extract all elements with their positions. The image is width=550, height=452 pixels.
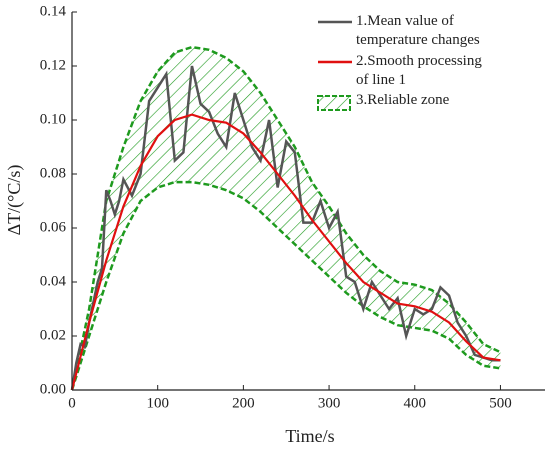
- x-tick-label: 100: [146, 395, 169, 411]
- plot-area: [70, 45, 501, 391]
- legend-label: 3.Reliable zone: [356, 92, 450, 108]
- y-axis-label: ΔT/(°C/s): [4, 165, 25, 236]
- y-tick-label: 0.08: [40, 165, 66, 181]
- y-tick-label: 0.00: [40, 381, 66, 397]
- legend-text: 1.Mean value of temperature changes: [356, 13, 480, 48]
- y-tick-label: 0.14: [40, 3, 67, 19]
- legend-swatch: [317, 95, 351, 111]
- x-tick-label: 300: [318, 395, 341, 411]
- band-lower: [70, 180, 501, 391]
- x-axis-label: Time/s: [285, 426, 334, 446]
- x-tick-label: 200: [232, 395, 255, 411]
- series-line: [70, 113, 501, 391]
- y-tick-label: 0.12: [40, 57, 66, 73]
- y-tick-label: 0.04: [40, 273, 67, 289]
- x-tick-label: 400: [404, 395, 427, 411]
- legend-label: 2.Smooth processing of line 1: [356, 53, 482, 88]
- x-tick-label: 500: [489, 395, 512, 411]
- y-tick-label: 0.02: [40, 327, 66, 343]
- legend-label: 1.Mean value of temperature changes: [356, 13, 480, 48]
- y-tick-label: 0.10: [40, 111, 66, 127]
- series-line: [70, 65, 501, 391]
- legend-text: 3.Reliable zone: [356, 92, 450, 108]
- band-upper: [70, 45, 501, 391]
- legend-text: 2.Smooth processing of line 1: [356, 53, 482, 88]
- x-tick-label: 0: [68, 395, 76, 411]
- y-tick-label: 0.06: [40, 219, 67, 235]
